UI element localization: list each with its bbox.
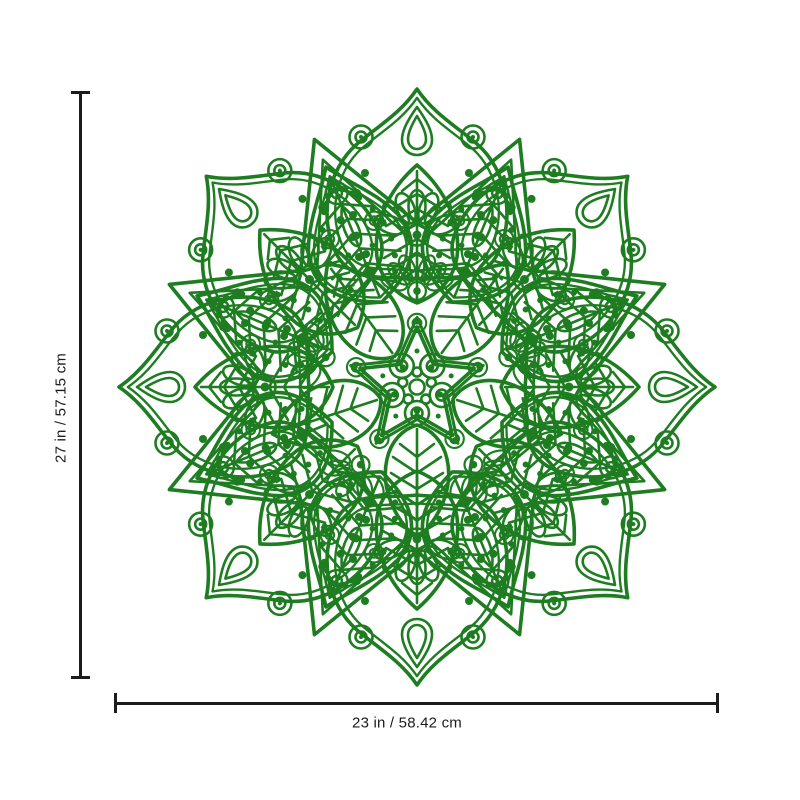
height-dimension-line — [79, 91, 82, 679]
width-dimension-cap-left — [114, 693, 117, 713]
mandala-decal-graphic — [107, 77, 727, 697]
mandala-center-star — [349, 315, 485, 445]
width-dimension-line — [114, 702, 719, 705]
height-dimension-cap-bottom — [71, 676, 90, 679]
height-dimension-label: 27 in / 57.15 cm — [52, 353, 70, 463]
width-dimension-cap-right — [716, 693, 719, 713]
height-dimension-cap-top — [71, 91, 90, 94]
width-dimension-label: 23 in / 58.42 cm — [352, 714, 462, 732]
